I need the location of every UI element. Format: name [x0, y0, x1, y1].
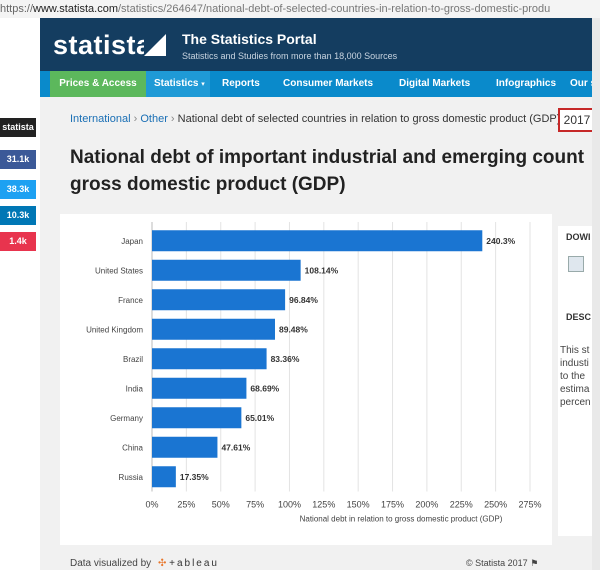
category-label: Russia — [119, 473, 144, 482]
description-line: industi — [560, 358, 589, 369]
value-label: 89.48% — [279, 324, 308, 334]
x-tick-label: 0% — [145, 500, 158, 510]
description-heading: DESC — [566, 312, 592, 322]
nav-our-services[interactable]: Our s — [570, 78, 592, 89]
social-twitter-button[interactable]: 38.3k — [0, 180, 36, 199]
bar — [152, 407, 242, 429]
nav-digital-markets[interactable]: Digital Markets — [399, 78, 471, 89]
value-label: 108.14% — [305, 265, 339, 275]
page-title: National debt of important industrial an… — [70, 144, 590, 198]
social-statista-button[interactable]: statista — [0, 118, 36, 137]
page-content: statista The Statistics Portal Statistic… — [40, 18, 592, 570]
social-facebook-button[interactable]: 31.1k — [0, 150, 36, 169]
nav-prices-access-label: Prices & Access — [59, 78, 137, 89]
url-host: www.statista.com — [33, 3, 118, 15]
description-line: This st — [560, 345, 590, 356]
value-label: 83.36% — [271, 354, 300, 364]
page-title-line-2: gross domestic product (GDP) — [70, 174, 346, 195]
x-tick-label: 75% — [246, 500, 264, 510]
nav-infographics[interactable]: Infographics — [496, 78, 557, 89]
nav-reports[interactable]: Reports — [222, 78, 260, 89]
value-label: 240.3% — [486, 236, 515, 246]
breadcrumb-separator: › — [170, 113, 175, 125]
x-tick-label: 150% — [347, 500, 370, 510]
x-tick-label: 50% — [212, 500, 230, 510]
social-sidebar: statista 31.1k 38.3k 10.3k 1.4k — [0, 18, 40, 570]
x-tick-label: 200% — [415, 500, 438, 510]
x-tick-label: 275% — [518, 500, 541, 510]
category-label: United Kingdom — [86, 325, 143, 334]
portal-title: The Statistics Portal — [182, 31, 317, 47]
social-pinterest-button[interactable]: 1.4k — [0, 232, 36, 251]
tableau-logo[interactable]: +ableau — [169, 558, 219, 569]
bar — [152, 230, 483, 252]
nav-statistics-label: Statistics — [154, 78, 199, 89]
data-visualized-by: Data visualized by ✣ +ableau — [70, 558, 219, 569]
breadcrumb-separator: › — [133, 113, 138, 125]
value-label: 17.35% — [180, 472, 209, 482]
category-label: India — [126, 384, 144, 393]
category-label: Japan — [121, 237, 143, 246]
download-icon[interactable] — [568, 256, 584, 272]
address-bar[interactable]: https://www.statista.com/statistics/2646… — [0, 0, 600, 19]
category-label: United States — [95, 266, 143, 275]
value-label: 65.01% — [245, 413, 274, 423]
bar — [152, 259, 301, 281]
bar-chart: Japan 240.3% United States 108.14% France 96.… — [86, 222, 542, 524]
x-tick-label: 250% — [484, 500, 507, 510]
x-tick-label: 225% — [450, 500, 473, 510]
year-highlight: 2017 — [558, 108, 592, 132]
social-linkedin-button[interactable]: 10.3k — [0, 206, 36, 225]
value-label: 96.84% — [289, 295, 318, 305]
scrollbar[interactable] — [592, 18, 600, 570]
x-tick-label: 175% — [381, 500, 404, 510]
bar — [152, 466, 176, 488]
breadcrumb-other[interactable]: Other — [140, 113, 168, 125]
category-label: Germany — [110, 414, 143, 423]
description-line: percen — [560, 397, 591, 408]
site-header: statista The Statistics Portal Statistic… — [40, 18, 592, 71]
copyright-text[interactable]: © Statista 2017 — [466, 558, 528, 568]
main-nav: Prices & Access Statistics ▾ Reports Con… — [40, 71, 592, 97]
bar — [152, 289, 286, 311]
statista-logo[interactable]: statista — [53, 30, 152, 60]
value-label: 68.69% — [250, 383, 279, 393]
breadcrumb: International › Other › National debt of… — [70, 113, 560, 125]
url-path: /statistics/264647/national-debt-of-sele… — [118, 3, 551, 15]
category-label: China — [122, 443, 143, 452]
url-protocol: https:// — [0, 3, 34, 15]
chart-card: Japan 240.3% United States 108.14% France 96.… — [60, 214, 552, 545]
nav-statistics[interactable]: Statistics ▾ — [146, 71, 210, 97]
category-label: France — [118, 296, 143, 305]
bar — [152, 377, 247, 399]
category-label: Brazil — [123, 355, 143, 364]
visualized-by-label: Data visualized by — [70, 558, 152, 569]
breadcrumb-current: National debt of selected countries in r… — [177, 113, 561, 125]
bar — [152, 436, 218, 458]
value-label: 47.61% — [221, 442, 250, 452]
x-tick-label: 25% — [177, 500, 195, 510]
description-line: estima — [560, 384, 590, 395]
tableau-icon: ✣ — [157, 558, 167, 569]
x-axis-label: National debt in relation to gross domes… — [300, 515, 503, 524]
x-tick-label: 125% — [312, 500, 335, 510]
portal-subtitle: Statistics and Studies from more than 18… — [182, 51, 398, 61]
chevron-down-icon: ▾ — [201, 81, 205, 88]
side-panel: DOWI DESC This st industi to the estima … — [558, 226, 592, 536]
copyright: © Statista 2017 ⚑ — [466, 558, 538, 569]
nav-consumer-markets[interactable]: Consumer Markets — [283, 78, 374, 89]
download-heading: DOWI — [566, 232, 591, 242]
bar — [152, 348, 267, 370]
page-title-line-1: National debt of important industrial an… — [70, 147, 585, 168]
nav-prices-access[interactable]: Prices & Access — [50, 71, 146, 97]
flag-icon: ⚑ — [530, 558, 539, 568]
x-tick-label: 100% — [278, 500, 301, 510]
description-line: to the — [560, 371, 586, 382]
bar — [152, 318, 275, 340]
breadcrumb-international[interactable]: International — [70, 113, 131, 125]
statista-logo-icon — [144, 34, 166, 56]
